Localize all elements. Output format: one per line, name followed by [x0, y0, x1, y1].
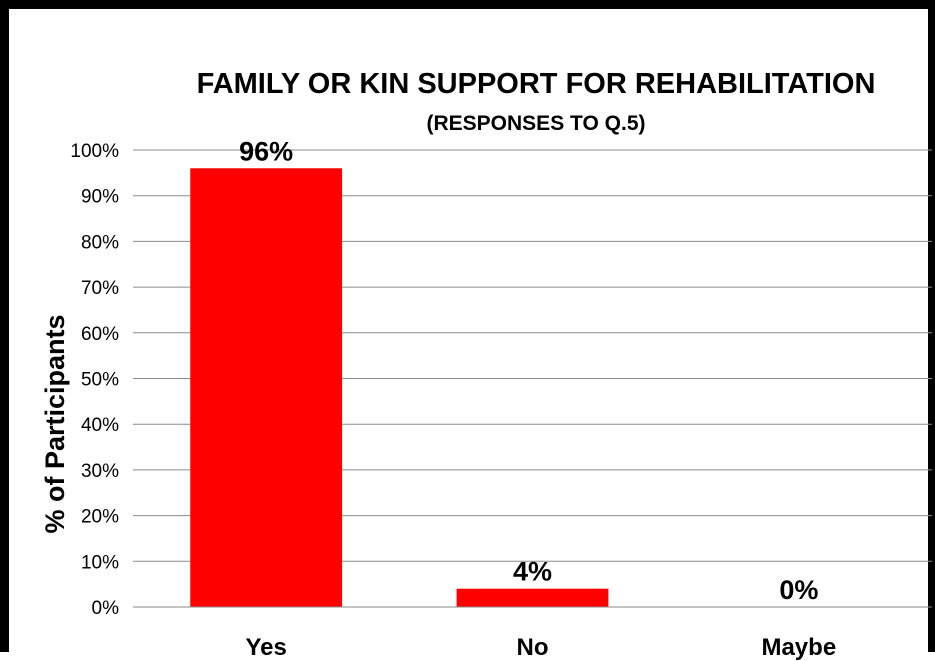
data-label-maybe: 0% — [779, 575, 818, 605]
chart-subtitle: (RESPONSES TO Q.5) — [427, 112, 646, 135]
bar-chart: FAMILY OR KIN SUPPORT FOR REHABILITATION… — [40, 68, 932, 661]
bar-no — [456, 588, 609, 607]
y-tick-label: 90% — [81, 187, 119, 208]
y-tick-label: 100% — [70, 141, 119, 162]
data-label-no: 4% — [513, 557, 552, 587]
bar-yes — [190, 168, 343, 607]
y-tick-label: 60% — [81, 324, 119, 345]
data-label-yes: 96% — [239, 136, 293, 166]
category-label-maybe: Maybe — [761, 634, 836, 661]
y-axis-ticks: 0% 10% 20% 30% 40% 50% 60% 70% 80% 90% 100% — [70, 141, 119, 619]
y-tick-label: 40% — [81, 415, 119, 436]
chart-title: FAMILY OR KIN SUPPORT FOR REHABILITATION — [197, 68, 876, 100]
y-tick-label: 70% — [81, 278, 119, 299]
y-tick-label: 20% — [81, 507, 119, 528]
y-axis-label: % of Participants — [40, 314, 70, 533]
category-label-no: No — [517, 634, 549, 661]
category-label-yes: Yes — [245, 634, 286, 661]
y-tick-label: 30% — [81, 461, 119, 482]
y-tick-label: 50% — [81, 370, 119, 391]
x-axis-categories: Yes No Maybe — [245, 634, 836, 661]
data-labels: 96% 4% 0% — [239, 136, 818, 605]
y-tick-label: 10% — [81, 552, 119, 573]
bars — [190, 168, 609, 607]
y-tick-label: 0% — [92, 598, 120, 619]
y-tick-label: 80% — [81, 232, 119, 253]
